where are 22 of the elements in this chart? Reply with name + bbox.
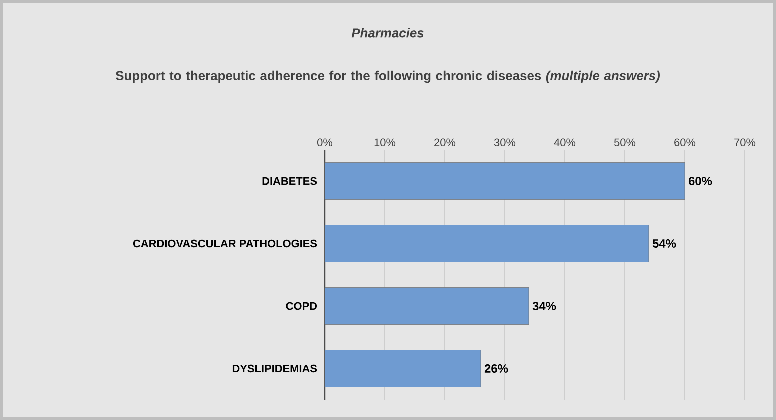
y-tick-label: COPD <box>286 302 318 310</box>
y-tick-label: CARDIOVASCULAR PATHOLOGIES <box>133 240 318 248</box>
x-tick-label: 70% <box>734 138 756 146</box>
data-label: 54% <box>652 240 676 248</box>
x-tick-label: 30% <box>494 138 516 146</box>
y-tick-label: DYSLIPIDEMIAS <box>232 364 318 373</box>
chart-subtitle: Support to therapeutic adherence for the following chronic diseases (multiple answers) <box>116 70 660 84</box>
chart-title: Pharmacies <box>352 28 424 38</box>
bar <box>324 162 686 200</box>
x-tick-label: 0% <box>318 138 333 146</box>
x-tick-label: 60% <box>674 138 696 146</box>
x-tick-label: 50% <box>614 138 636 146</box>
y-tick-label: DIABETES <box>262 177 318 186</box>
x-tick-label: 20% <box>434 138 456 146</box>
x-tick-label: 10% <box>374 138 396 146</box>
bar <box>324 288 530 325</box>
bar <box>324 350 482 388</box>
data-label: 34% <box>532 302 556 310</box>
bar <box>324 225 650 262</box>
x-tick-label: 40% <box>554 138 576 146</box>
data-label: 60% <box>688 177 712 186</box>
data-label: 26% <box>484 364 508 373</box>
